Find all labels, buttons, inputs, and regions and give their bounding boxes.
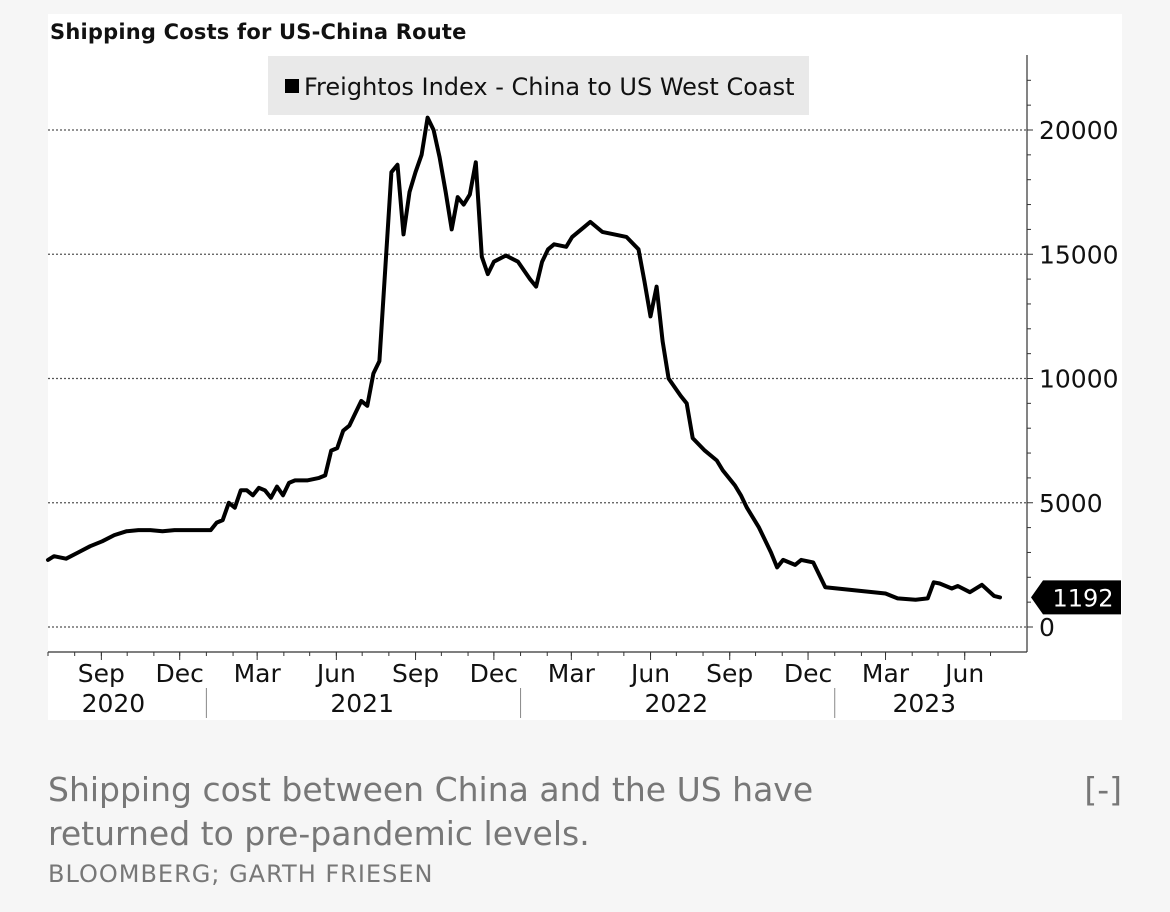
year-label: 2020 <box>82 689 146 718</box>
series-lines <box>46 115 1002 602</box>
axes <box>47 55 1033 718</box>
year-label: 2022 <box>645 689 709 718</box>
x-tick-label: Mar <box>234 659 282 688</box>
y-tick-label: 5000 <box>1039 489 1103 518</box>
y-tick-label: 15000 <box>1039 240 1119 269</box>
x-tick-label: Jun <box>943 659 984 688</box>
collapse-caption-button[interactable]: [-] <box>1084 770 1122 809</box>
series-line <box>46 115 1002 602</box>
year-label: 2023 <box>892 689 956 718</box>
legend-label: Freightos Index - China to US West Coast <box>304 73 795 101</box>
last-value-label: 1192 <box>1052 584 1113 612</box>
legend-box <box>268 56 809 115</box>
image-credit: BLOOMBERG; GARTH FRIESEN <box>48 860 434 888</box>
x-tick-label: Mar <box>548 659 596 688</box>
legend-swatch <box>285 79 299 93</box>
y-tick-label: 0 <box>1039 613 1055 642</box>
x-tick-label: Dec <box>156 659 204 688</box>
legend: Freightos Index - China to US West Coast <box>268 56 809 115</box>
x-tick-label: Dec <box>784 659 832 688</box>
x-tick-label: Jun <box>629 659 670 688</box>
x-tick-label: Jun <box>315 659 356 688</box>
x-tick-label: Sep <box>392 659 439 688</box>
y-tick-label: 10000 <box>1039 365 1119 394</box>
chart-panel <box>48 14 1122 720</box>
x-tick-label: Mar <box>862 659 910 688</box>
last-value-marker <box>1031 580 1121 615</box>
tick-labels: 0 5000 10000 15000 20000 Sep Dec Mar Jun Sep Dec Ma… <box>78 116 1121 718</box>
figure-caption: Shipping cost between China and the US h… <box>48 770 814 853</box>
gridlines <box>48 129 1027 628</box>
year-label: 2021 <box>330 689 394 718</box>
y-tick-label: 20000 <box>1039 116 1119 145</box>
chart-title: Shipping Costs for US-China Route <box>50 20 467 44</box>
x-tick-label: Sep <box>78 659 125 688</box>
x-tick-label: Dec <box>470 659 518 688</box>
x-tick-label: Sep <box>706 659 753 688</box>
